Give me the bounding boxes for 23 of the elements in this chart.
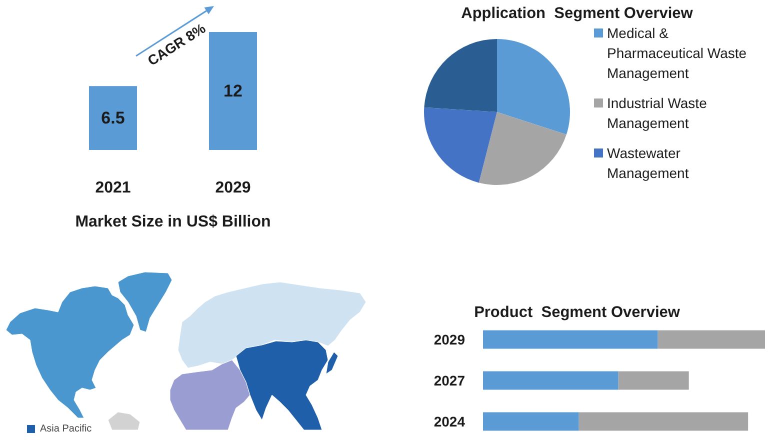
x-tick-label: 2021 — [95, 180, 131, 196]
pie-slice — [478, 112, 566, 185]
bar — [578, 412, 748, 431]
pie-slice — [424, 39, 497, 112]
pie-slice — [497, 39, 570, 135]
bar — [618, 371, 689, 390]
y-tick-label: 2024 — [434, 413, 466, 430]
chart-title: Application Segment Overview — [461, 5, 694, 22]
y-tick-label: 2027 — [434, 372, 466, 388]
text: Asia Pacific — [40, 424, 92, 434]
pie-slice — [424, 107, 497, 183]
data-label: 12 — [224, 82, 242, 100]
bar — [483, 371, 618, 390]
data-label: 6.5 — [101, 108, 125, 128]
legend-label: Industrial Waste Management — [607, 95, 708, 131]
legend-label: Wastewater Management — [607, 145, 689, 181]
x-axis-title: Market Size in US$ Billion — [75, 214, 271, 230]
chart-title: Product Segment Overview — [474, 304, 681, 322]
y-tick-label: 2029 — [434, 332, 466, 348]
bar — [658, 330, 765, 349]
bar — [483, 412, 579, 431]
bar — [483, 330, 658, 349]
legend-label: Medical & Pharmaceutical Waste Management — [607, 25, 747, 81]
